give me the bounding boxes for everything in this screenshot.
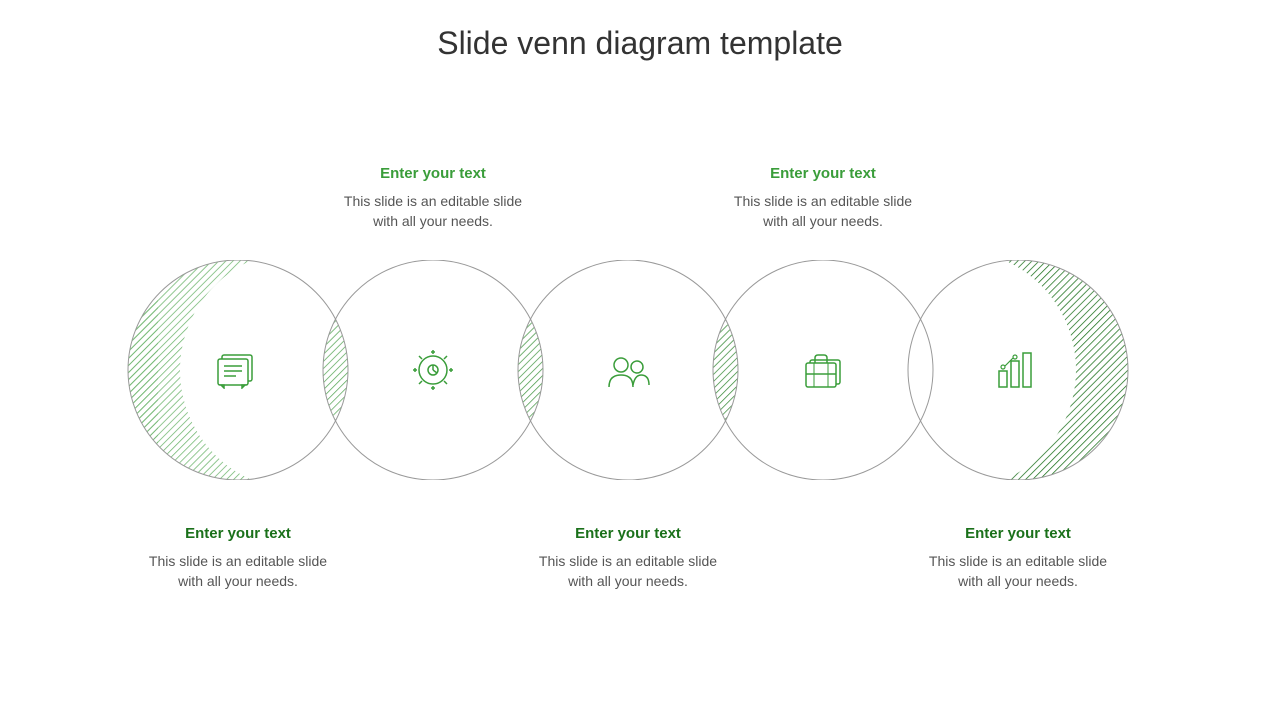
page-title: Slide venn diagram template bbox=[0, 25, 1280, 62]
label-top-2: Enter your text This slide is an editabl… bbox=[723, 165, 923, 231]
label-heading: Enter your text bbox=[918, 525, 1118, 542]
label-heading: Enter your text bbox=[723, 165, 923, 182]
label-bottom-1: Enter your text This slide is an editabl… bbox=[528, 525, 728, 591]
people-icon bbox=[603, 348, 653, 398]
chart-icon bbox=[993, 345, 1043, 395]
label-bottom-2: Enter your text This slide is an editabl… bbox=[918, 525, 1118, 591]
label-body: This slide is an editable slide with all… bbox=[333, 192, 533, 231]
document-icon bbox=[213, 345, 263, 395]
label-heading: Enter your text bbox=[528, 525, 728, 542]
label-heading: Enter your text bbox=[138, 525, 338, 542]
gear-icon bbox=[408, 345, 458, 395]
briefcase-icon bbox=[798, 345, 848, 395]
label-body: This slide is an editable slide with all… bbox=[138, 552, 338, 591]
label-body: This slide is an editable slide with all… bbox=[528, 552, 728, 591]
venn-diagram bbox=[0, 260, 1280, 480]
label-bottom-0: Enter your text This slide is an editabl… bbox=[138, 525, 338, 591]
label-top-1: Enter your text This slide is an editabl… bbox=[333, 165, 533, 231]
label-body: This slide is an editable slide with all… bbox=[918, 552, 1118, 591]
label-body: This slide is an editable slide with all… bbox=[723, 192, 923, 231]
label-heading: Enter your text bbox=[333, 165, 533, 182]
